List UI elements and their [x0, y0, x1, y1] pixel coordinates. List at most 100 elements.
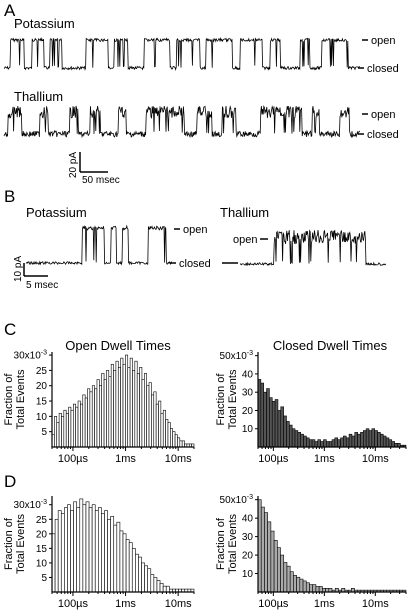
- closed-label-a2: closed: [367, 129, 399, 141]
- histogram-bar: [91, 385, 95, 448]
- x-tick-label: 10ms: [362, 453, 389, 465]
- histogram-bar: [94, 388, 98, 448]
- histogram-bar: [88, 507, 93, 593]
- histogram-bar: [326, 441, 330, 448]
- y-axis-label: Total Events: [227, 369, 239, 429]
- histogram-bar: [160, 412, 164, 448]
- y-tick-label: 50x10-3: [220, 494, 254, 506]
- trace-title-thallium-b: Thallium: [220, 205, 269, 220]
- histogram-bar: [318, 586, 323, 593]
- histogram-bar: [308, 439, 313, 448]
- histogram-bar: [101, 373, 105, 448]
- histogram-bar: [117, 367, 121, 448]
- histogram-bar: [153, 391, 157, 448]
- histogram-bar: [89, 391, 93, 448]
- y-axis-label: Fraction of: [215, 517, 227, 570]
- histogram-bar: [343, 435, 347, 448]
- histogram-bar: [323, 439, 327, 448]
- histogram-bar: [312, 584, 317, 593]
- histogram-bar: [345, 437, 350, 448]
- y-tick-label: 40: [242, 369, 254, 380]
- histogram-bar: [293, 575, 297, 593]
- histogram-bar: [273, 540, 278, 593]
- histogram-bar: [267, 521, 272, 593]
- histogram-bar: [113, 524, 118, 593]
- histogram-bar: [153, 577, 158, 593]
- histogram-bar: [110, 363, 114, 448]
- histogram-bar: [263, 391, 267, 448]
- y-tick-label: 15: [36, 544, 48, 555]
- histogram-bar: [116, 521, 121, 593]
- closed-label-b1: closed: [179, 258, 211, 270]
- histogram-bar: [119, 530, 124, 593]
- histogram-bar: [85, 501, 90, 593]
- y-tick-label: 20: [242, 406, 254, 417]
- histogram-bar: [270, 530, 275, 593]
- histogram-bar: [264, 512, 268, 593]
- histogram-bar: [82, 504, 87, 593]
- histogram-bar: [286, 565, 291, 593]
- histogram-bar: [150, 574, 155, 593]
- histogram-bar: [146, 385, 150, 448]
- histogram-bar: [165, 419, 169, 448]
- histogram-bar: [122, 533, 127, 593]
- histogram-bar: [156, 580, 161, 593]
- histogram-bar: [167, 422, 171, 448]
- histogram-bar: [283, 562, 288, 593]
- histogram-bar: [144, 565, 149, 593]
- panel-letter-a: A: [4, 1, 16, 20]
- histogram-bar: [79, 498, 84, 593]
- histogram-bar: [271, 401, 276, 448]
- histogram-bar: [296, 576, 301, 593]
- x-tick-label: 100µs: [258, 453, 289, 465]
- y-axis-label: Fraction of: [3, 373, 15, 426]
- histogram-bar: [148, 382, 152, 448]
- histogram-bar: [115, 360, 119, 448]
- histogram-bar: [277, 410, 282, 448]
- histogram-bar: [328, 441, 333, 448]
- trace-thallium-a: [3, 105, 361, 139]
- y-tick-label: 20: [36, 529, 48, 540]
- y-tick-label: 10: [36, 558, 48, 569]
- histogram-bar: [120, 357, 124, 448]
- histogram-bar: [314, 441, 319, 448]
- open-label-a2: open: [371, 109, 395, 121]
- chart-title: Closed Dwell Times: [273, 338, 388, 353]
- histogram-bar: [138, 556, 142, 593]
- histogram-bar: [139, 367, 143, 448]
- panel-letter-c: C: [4, 320, 16, 339]
- histogram-bar: [141, 562, 145, 593]
- x-tick-label: 1ms: [314, 453, 335, 465]
- histogram-bar: [75, 406, 79, 448]
- y-axis-label: Total Events: [15, 514, 27, 574]
- histogram-bar: [159, 582, 164, 593]
- histogram-bar: [280, 406, 284, 448]
- histogram-bar: [260, 506, 265, 593]
- histogram-bar: [283, 415, 287, 448]
- histogram-bar: [331, 439, 336, 448]
- histogram-bar: [174, 434, 178, 448]
- histogram-bar: [57, 510, 62, 593]
- chart-title: Open Dwell Times: [65, 338, 171, 353]
- y-tick-label: 30: [242, 388, 254, 399]
- histogram-bar: [302, 580, 307, 593]
- y-exponent: -3: [247, 494, 253, 501]
- histogram-bar: [60, 513, 65, 593]
- histogram-bar: [300, 433, 304, 448]
- histogram-bar: [162, 585, 167, 593]
- histogram-bar: [131, 548, 136, 593]
- histogram-bar: [125, 354, 129, 448]
- histogram-bar: [77, 400, 81, 448]
- histogram-bar: [151, 394, 155, 448]
- x-tick-label: 1ms: [115, 598, 136, 610]
- histogram-bar: [357, 433, 361, 448]
- histogram-bar: [177, 437, 181, 448]
- histogram-bar: [385, 437, 390, 448]
- histogram-bar: [351, 435, 356, 448]
- histogram-bar: [260, 382, 265, 448]
- x-tick-label: 1ms: [314, 598, 335, 610]
- y-axis-label: Total Events: [227, 514, 239, 574]
- scalebar-a: 20 pA 50 msec: [68, 152, 120, 186]
- panel-letter-d: D: [4, 472, 16, 491]
- histogram-bar: [91, 504, 96, 593]
